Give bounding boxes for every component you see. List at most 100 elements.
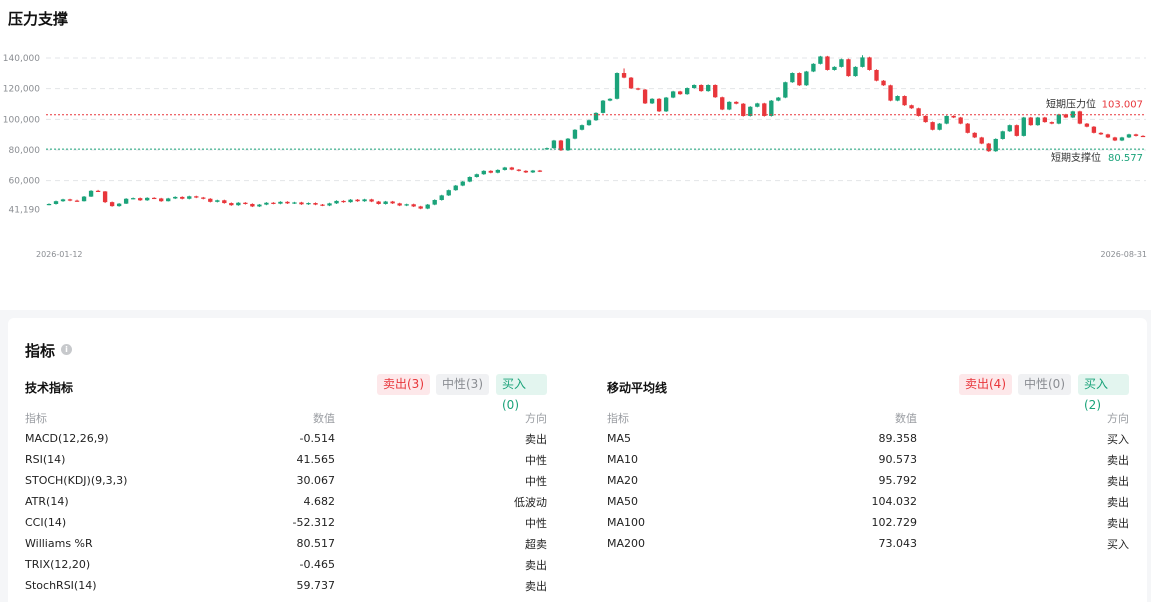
- candle-body: [474, 174, 479, 177]
- candle-body: [853, 66, 858, 77]
- candle-body: [397, 203, 402, 206]
- candle-body: [236, 202, 241, 206]
- candle-body: [152, 197, 157, 200]
- candle-body: [109, 202, 115, 207]
- indicator-name: Williams %R: [25, 537, 93, 550]
- candle-body: [804, 71, 809, 86]
- candle-body: [762, 103, 767, 116]
- candle-body: [586, 120, 592, 126]
- x-start-label: 2026-01-12: [36, 250, 83, 259]
- indicator-direction: 超卖: [525, 537, 547, 551]
- candle-body: [74, 200, 80, 202]
- indicator-value: 4.682: [303, 495, 336, 508]
- candle-body: [909, 105, 914, 109]
- candle-body: [839, 59, 844, 67]
- info-icon[interactable]: i: [61, 344, 72, 355]
- candle-body: [937, 123, 942, 130]
- candle-body: [481, 170, 486, 175]
- y-tick-label: 120,000: [3, 85, 40, 95]
- candle-body: [663, 97, 669, 112]
- candle-body: [635, 88, 641, 90]
- support-label: 短期支撑位: [1051, 151, 1101, 164]
- indicator-value: -52.312: [292, 516, 335, 529]
- candle-body: [930, 122, 935, 130]
- candlestick-chart[interactable]: 140,000 120,000 100,000 80,000 60,000 41,190 短…: [0, 0, 1151, 270]
- candle-body: [537, 170, 543, 172]
- candle-body: [902, 96, 907, 106]
- candle-body: [194, 196, 199, 198]
- indicator-value: -0.514: [299, 432, 335, 445]
- indicator-name: StochRSI(14): [25, 579, 97, 592]
- indicator-value: 80.517: [296, 537, 336, 550]
- candle-body: [320, 204, 325, 206]
- resistance-label: 短期压力位: [1046, 98, 1096, 111]
- candle-body: [243, 202, 248, 204]
- candle-body: [944, 115, 949, 124]
- candle-body: [1105, 134, 1111, 138]
- candle-body: [923, 115, 928, 123]
- candle-body: [1112, 137, 1118, 141]
- candle-body: [874, 69, 879, 81]
- indicator-name: CCI(14): [25, 516, 67, 529]
- candle-body: [264, 202, 269, 205]
- header-direction: 方向: [525, 411, 547, 425]
- support-value: 80.577: [1108, 153, 1143, 164]
- candle-body: [187, 196, 192, 199]
- candle-body: [825, 56, 830, 70]
- candle-body: [958, 117, 963, 124]
- candle-body: [1126, 134, 1132, 138]
- candle-body: [145, 197, 150, 201]
- candle-body: [180, 196, 185, 199]
- candle-body: [376, 201, 381, 204]
- candle-body: [201, 197, 206, 199]
- candle-body: [734, 101, 739, 104]
- candle-body: [979, 137, 984, 144]
- indicator-value: 89.358: [878, 432, 918, 445]
- table-row: StochRSI(14) 59.737 卖出: [25, 575, 547, 596]
- indicator-name: MA20: [607, 474, 639, 487]
- candle-body: [173, 196, 178, 199]
- candle-body: [558, 140, 564, 151]
- candle-body: [614, 73, 620, 99]
- candle-body: [1119, 137, 1125, 141]
- candle-body: [684, 88, 690, 95]
- table-header-row: 指标 数值 方向: [25, 407, 547, 428]
- table-row: MA10 90.573 卖出: [607, 449, 1129, 470]
- candle-body: [530, 170, 536, 173]
- candle-body: [881, 80, 886, 86]
- candle-body: [215, 200, 220, 202]
- candle-body: [523, 170, 529, 173]
- indicator-direction: 买入: [1107, 432, 1129, 446]
- table-row: TRIX(12,20) -0.465 卖出: [25, 554, 547, 575]
- candle-body: [1084, 123, 1090, 127]
- candle-body: [860, 57, 865, 67]
- candle-body: [446, 190, 451, 196]
- candle-body: [369, 199, 374, 202]
- table-row: MA200 73.043 买入: [607, 533, 1129, 554]
- candle-body: [1035, 117, 1040, 126]
- moving-average-table: 指标 数值 方向 MA5 89.358 买入 MA10 90.573 卖出 MA20 95.7…: [607, 407, 1129, 554]
- indicator-value: 73.043: [878, 537, 918, 550]
- table-row: MACD(12,26,9) -0.514 卖出: [25, 428, 547, 449]
- candle-body: [846, 59, 851, 77]
- indicator-name: MA50: [607, 495, 639, 508]
- table-row: MA50 104.032 卖出: [607, 491, 1129, 512]
- candle-body: [1070, 111, 1076, 118]
- moving-average-title: 移动平均线: [607, 381, 668, 395]
- candle-body: [1077, 111, 1083, 124]
- candle-body: [306, 203, 311, 205]
- ma-neutral-badge: 中性(0): [1018, 374, 1071, 395]
- candle-body: [166, 198, 171, 202]
- header-direction: 方向: [1107, 411, 1129, 425]
- candle-body: [383, 201, 388, 204]
- candle-body: [53, 201, 59, 204]
- y-tick-label: 100,000: [3, 115, 40, 125]
- candle-body: [790, 73, 795, 83]
- indicators-title: 指标: [25, 342, 56, 360]
- candle-body: [748, 106, 753, 116]
- candle-body: [579, 125, 585, 130]
- candle-body: [741, 103, 746, 116]
- indicator-name: MA10: [607, 453, 639, 466]
- indicator-direction: 卖出: [1107, 474, 1129, 488]
- candle-body: [229, 203, 234, 206]
